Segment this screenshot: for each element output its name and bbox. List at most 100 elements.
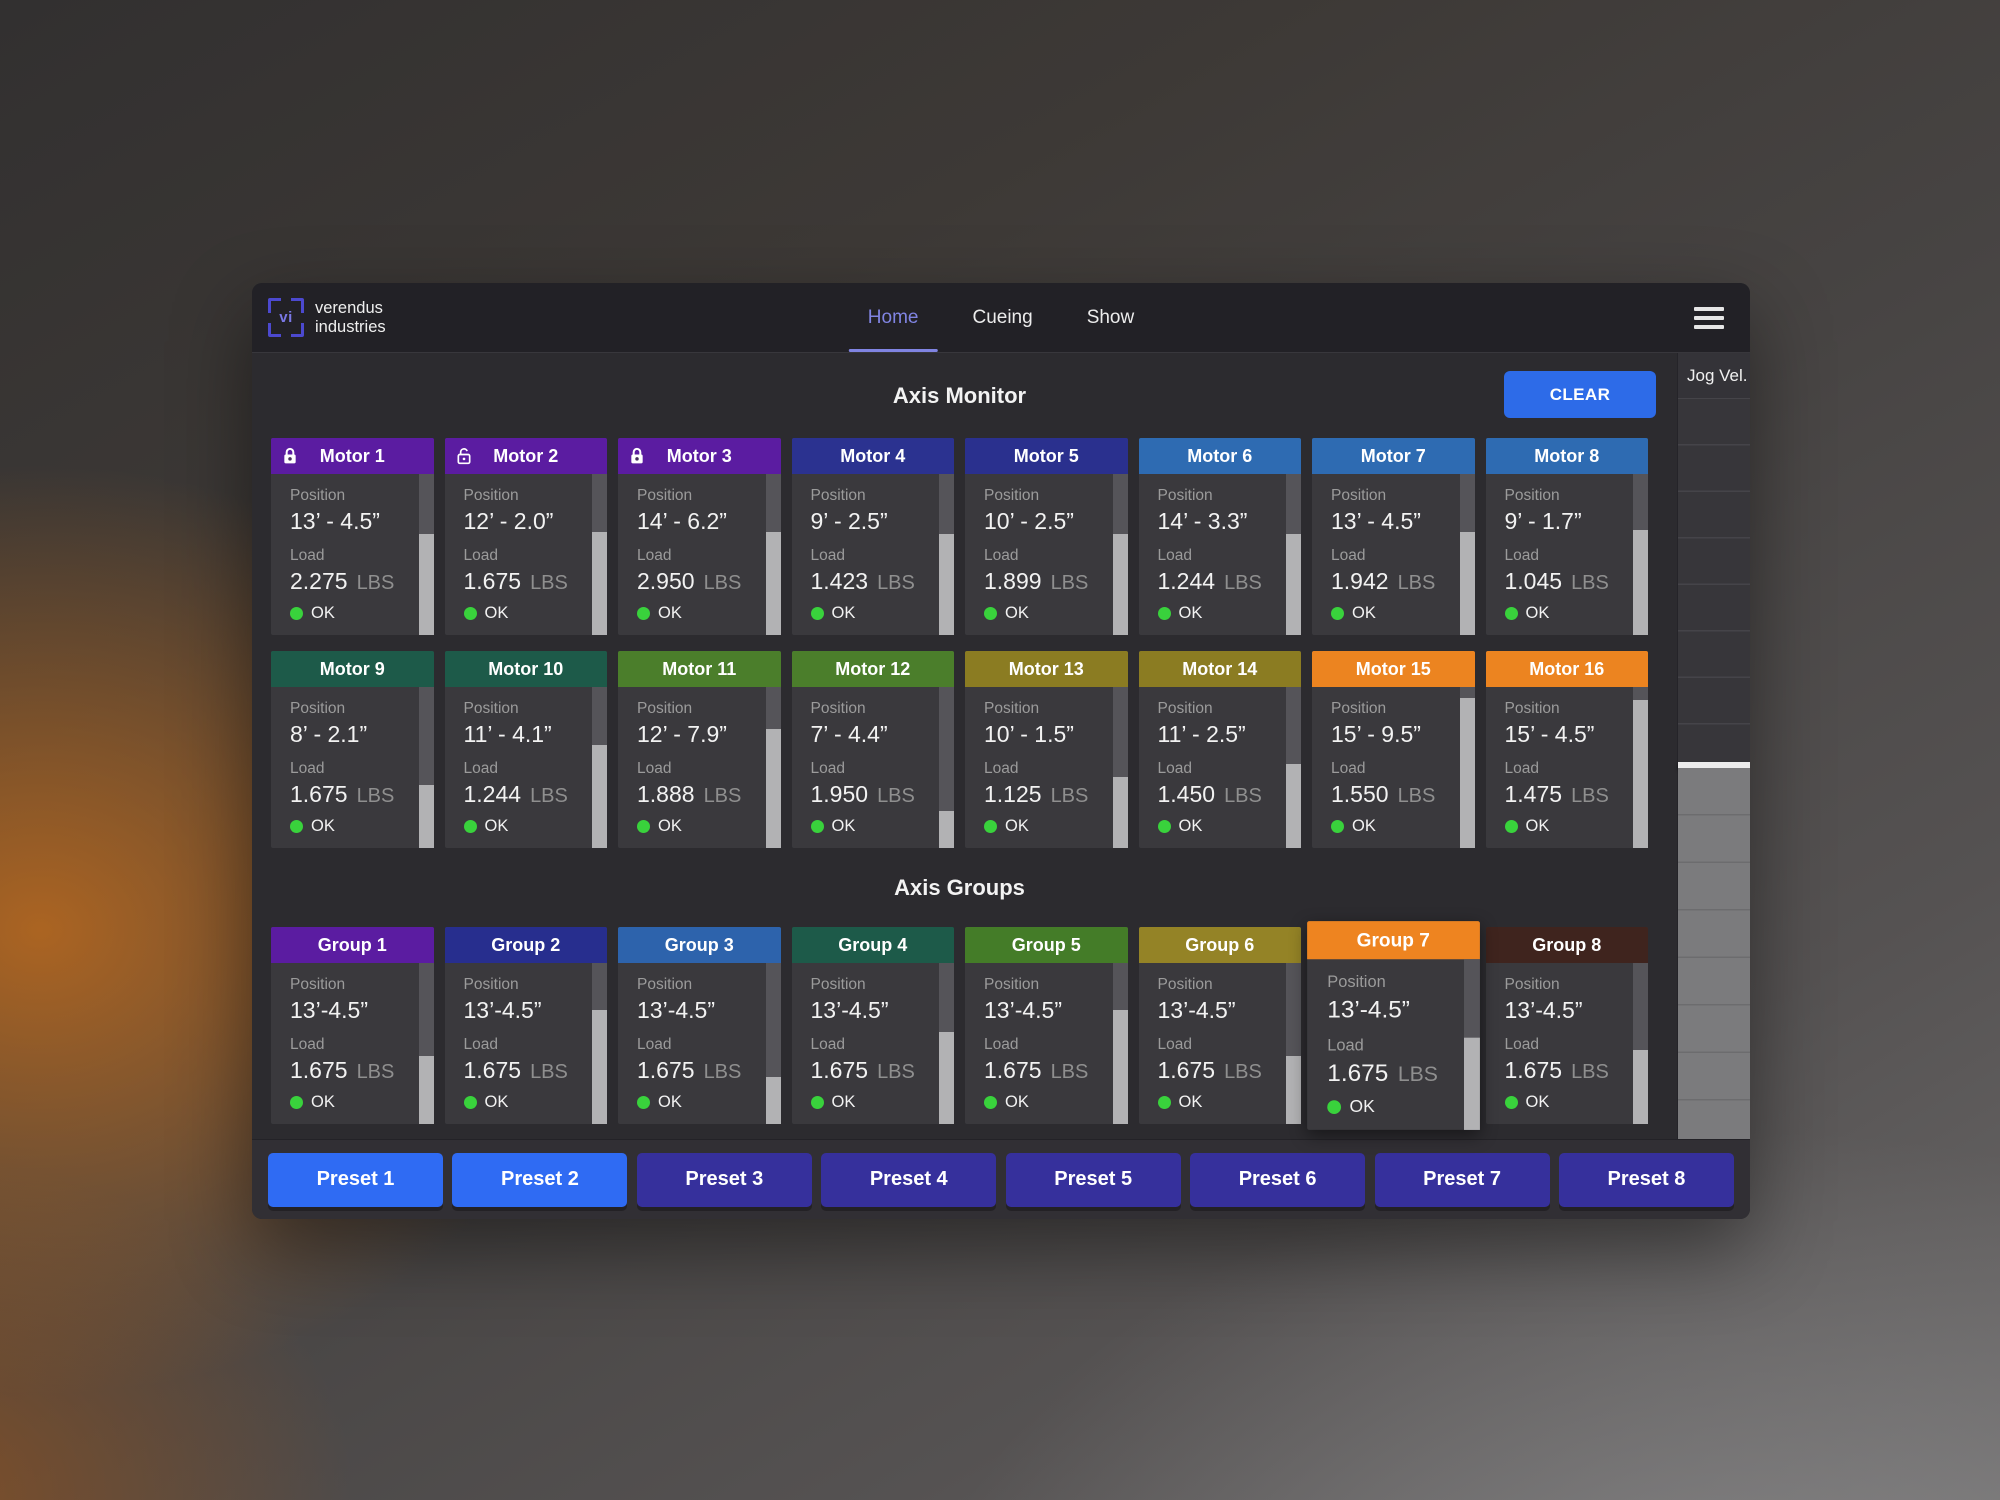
preset-button[interactable]: Preset 3 [636, 1152, 812, 1207]
level-indicator[interactable] [765, 474, 781, 635]
tab-cueing[interactable]: Cueing [945, 283, 1059, 352]
position-value: 14’ - 6.2” [637, 508, 727, 534]
position-label: Position [1331, 700, 1387, 717]
card-title: Motor 7 [1360, 445, 1426, 466]
group-card[interactable]: Group 8 Position 13’-4.5” Load 1.675 LBS… [1485, 927, 1648, 1124]
menu-icon[interactable] [1692, 303, 1726, 333]
position-label: Position [1504, 976, 1560, 993]
level-indicator[interactable] [1633, 687, 1648, 848]
preset-button[interactable]: Preset 7 [1374, 1152, 1550, 1207]
card-header: Motor 15 [1312, 651, 1475, 687]
position-label: Position [463, 976, 519, 993]
level-indicator[interactable] [1286, 963, 1301, 1124]
jog-velocity-slider[interactable] [1678, 398, 1750, 1139]
card-body: Position 13’ - 4.5” Load 1.942 LBS OK [1312, 474, 1475, 635]
motor-card[interactable]: Motor 12 Position 7’ - 4.4” Load 1.950 L… [791, 651, 954, 848]
level-indicator[interactable] [765, 963, 781, 1124]
status-text: OK [658, 1093, 682, 1111]
motor-card[interactable]: Motor 14 Position 11’ - 2.5” Load 1.450 … [1138, 651, 1301, 848]
status-text: OK [311, 1093, 335, 1111]
level-indicator[interactable] [1459, 687, 1475, 848]
motor-card[interactable]: Motor 13 Position 10’ - 1.5” Load 1.125 … [965, 651, 1128, 848]
card-title: Motor 5 [1013, 445, 1079, 466]
motor-card[interactable]: Motor 16 Position 15’ - 4.5” Load 1.475 … [1485, 651, 1648, 848]
motor-card[interactable]: Motor 2 Position 12’ - 2.0” Load 1.675 L… [444, 438, 607, 635]
level-indicator[interactable] [939, 474, 954, 635]
load-value: 2.950 [637, 568, 695, 594]
level-indicator-fill [418, 1056, 434, 1124]
level-indicator[interactable] [939, 687, 954, 848]
level-indicator[interactable] [1112, 474, 1128, 635]
level-indicator[interactable] [592, 687, 607, 848]
load-value: 1.450 [1157, 781, 1216, 807]
level-indicator[interactable] [1463, 959, 1480, 1130]
tab-show[interactable]: Show [1060, 283, 1162, 352]
group-card[interactable]: Group 4 Position 13’-4.5” Load 1.675 LBS… [791, 927, 954, 1124]
level-indicator[interactable] [1633, 963, 1648, 1124]
group-card[interactable]: Group 7 Position 13’-4.5” Load 1.675 LBS… [1307, 921, 1480, 1130]
motor-card[interactable]: Motor 8 Position 9’ - 1.7” Load 1.045 LB… [1485, 438, 1648, 635]
motor-card[interactable]: Motor 15 Position 15’ - 9.5” Load 1.550 … [1312, 651, 1475, 848]
card-body: Position 12’ - 7.9” Load 1.888 LBS OK [618, 687, 781, 848]
position-value: 13’-4.5” [1504, 997, 1583, 1023]
motor-card[interactable]: Motor 5 Position 10’ - 2.5” Load 1.899 L… [965, 438, 1128, 635]
preset-button[interactable]: Preset 5 [1005, 1152, 1181, 1207]
level-indicator[interactable] [765, 687, 781, 848]
card-header: Group 3 [618, 927, 781, 963]
card-body: Position 14’ - 3.3” Load 1.244 LBS OK [1139, 474, 1301, 635]
position-value: 13’-4.5” [290, 997, 368, 1023]
motor-card[interactable]: Motor 9 Position 8’ - 2.1” Load 1.675 LB… [271, 651, 434, 848]
preset-button[interactable]: Preset 6 [1190, 1152, 1366, 1207]
motor-card[interactable]: Motor 6 Position 14’ - 3.3” Load 1.244 L… [1138, 438, 1301, 635]
level-indicator[interactable] [1286, 474, 1301, 635]
axis-groups-title: Axis Groups [894, 874, 1025, 900]
level-indicator[interactable] [1286, 687, 1301, 848]
preset-button[interactable]: Preset 4 [821, 1152, 997, 1207]
status-text: OK [1349, 1097, 1375, 1117]
group-card[interactable]: Group 3 Position 13’-4.5” Load 1.675 LBS… [618, 927, 781, 1124]
status-row: OK [1504, 817, 1617, 836]
jog-slider-lower-track[interactable] [1678, 768, 1750, 1139]
clear-button[interactable]: CLEAR [1504, 371, 1656, 418]
tab-home[interactable]: Home [841, 283, 946, 352]
level-indicator[interactable] [418, 687, 434, 848]
group-card[interactable]: Group 6 Position 13’-4.5” Load 1.675 LBS… [1138, 927, 1301, 1124]
jog-slider-handle[interactable] [1678, 762, 1750, 769]
preset-button[interactable]: Preset 8 [1558, 1152, 1734, 1207]
status-ok-dot [463, 820, 477, 833]
level-indicator[interactable] [1633, 474, 1648, 635]
motor-row-2: Motor 9 Position 8’ - 2.1” Load 1.675 LB… [271, 651, 1648, 848]
load-value: 1.675 [463, 568, 522, 594]
level-indicator[interactable] [592, 963, 607, 1124]
card-body: Position 13’-4.5” Load 1.675 LBS OK [271, 963, 434, 1124]
status-ok-dot [290, 820, 303, 833]
level-indicator[interactable] [939, 963, 954, 1124]
group-card[interactable]: Group 2 Position 13’-4.5” Load 1.675 LBS… [444, 927, 607, 1124]
status-ok-dot [637, 607, 650, 620]
load-value: 1.942 [1331, 568, 1389, 594]
motor-card[interactable]: Motor 1 Position 13’ - 4.5” Load 2.275 L… [271, 438, 434, 635]
jog-slider-upper-track[interactable] [1678, 398, 1750, 763]
preset-button[interactable]: Preset 2 [452, 1152, 628, 1207]
level-indicator[interactable] [418, 963, 434, 1124]
position-label: Position [290, 700, 346, 717]
group-card[interactable]: Group 5 Position 13’-4.5” Load 1.675 LBS… [965, 927, 1128, 1124]
status-ok-dot [1504, 1096, 1518, 1109]
motor-card[interactable]: Motor 3 Position 14’ - 6.2” Load 2.950 L… [618, 438, 781, 635]
status-text: OK [311, 604, 335, 622]
motor-card[interactable]: Motor 4 Position 9’ - 2.5” Load 1.423 LB… [791, 438, 954, 635]
motor-card[interactable]: Motor 11 Position 12’ - 7.9” Load 1.888 … [618, 651, 781, 848]
level-indicator[interactable] [418, 474, 434, 635]
level-indicator[interactable] [592, 474, 607, 635]
load-label: Load [290, 547, 325, 564]
level-indicator[interactable] [1112, 963, 1128, 1124]
status-row: OK [290, 604, 402, 623]
level-indicator[interactable] [1112, 687, 1128, 848]
load-label: Load [810, 547, 845, 564]
preset-button[interactable]: Preset 1 [268, 1152, 443, 1207]
motor-card[interactable]: Motor 7 Position 13’ - 4.5” Load 1.942 L… [1312, 438, 1475, 635]
group-card[interactable]: Group 1 Position 13’-4.5” Load 1.675 LBS… [271, 927, 434, 1124]
level-indicator[interactable] [1459, 474, 1475, 635]
card-title: Group 5 [1011, 934, 1081, 955]
motor-card[interactable]: Motor 10 Position 11’ - 4.1” Load 1.244 … [444, 651, 607, 848]
